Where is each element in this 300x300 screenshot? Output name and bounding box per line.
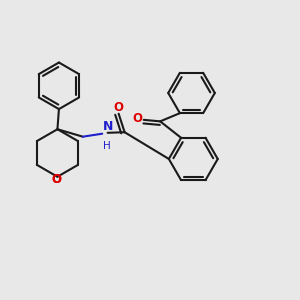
Text: O: O: [51, 172, 61, 186]
Text: O: O: [133, 112, 143, 125]
Text: N: N: [103, 120, 113, 133]
Text: O: O: [114, 101, 124, 114]
Text: O: O: [51, 172, 61, 186]
Text: H: H: [103, 141, 111, 151]
